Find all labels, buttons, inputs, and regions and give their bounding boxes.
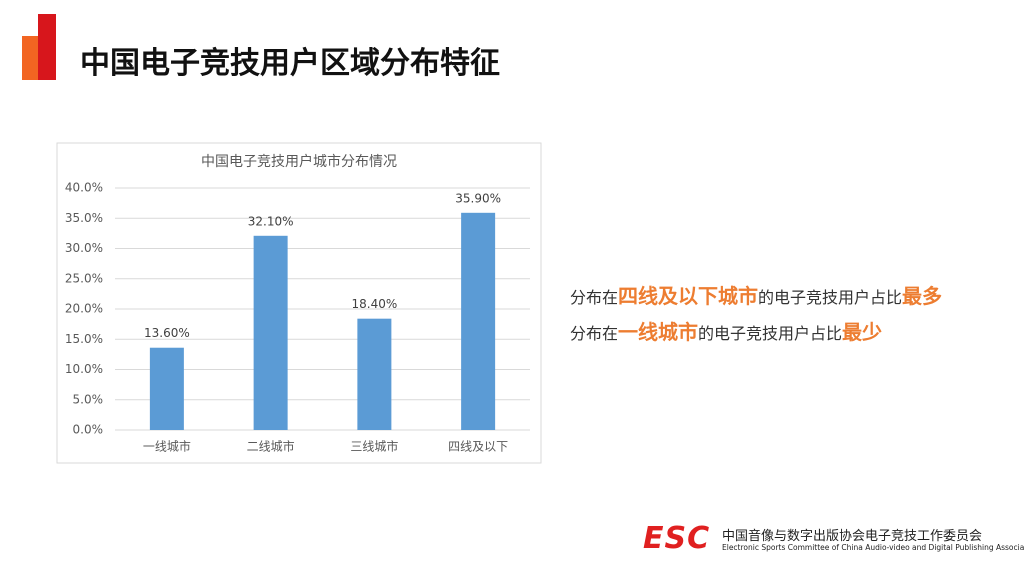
slide-title: 中国电子竞技用户区域分布特征: [80, 46, 500, 81]
value-label: 18.40%: [351, 297, 397, 311]
bar: [149, 347, 184, 430]
accent-bar: [38, 14, 56, 80]
note-text: 分布在: [570, 324, 619, 343]
org-name-en: Electronic Sports Committee of China Aud…: [722, 543, 1024, 552]
value-label: 35.90%: [455, 191, 501, 205]
x-tick-label: 一线城市: [143, 439, 191, 454]
bar: [253, 235, 288, 430]
note-highlight: 最多: [902, 284, 943, 308]
y-tick-label: 10.0%: [65, 362, 103, 376]
note-text: 分布在: [570, 288, 619, 307]
value-label: 13.60%: [144, 326, 190, 340]
note-text: 的电子竞技用户占比: [698, 324, 843, 343]
org-name: 中国音像与数字出版协会电子竞技工作委员会: [722, 529, 983, 544]
y-tick-label: 30.0%: [65, 241, 103, 255]
note-text: 的电子竞技用户占比: [758, 288, 903, 307]
y-tick-label: 25.0%: [65, 271, 103, 285]
note-highlight: 一线城市: [618, 320, 699, 344]
logo: ESC: [643, 521, 711, 556]
y-tick-label: 5.0%: [73, 392, 104, 406]
bar: [461, 212, 496, 430]
accent-bar: [22, 36, 38, 80]
y-tick-label: 40.0%: [65, 181, 103, 195]
chart-frame: [56, 142, 542, 464]
note-highlight: 四线及以下城市: [618, 284, 759, 308]
x-tick-label: 四线及以下: [448, 440, 508, 454]
note: 分布在一线城市的电子竞技用户占比最少: [570, 316, 882, 345]
y-tick-label: 0.0%: [73, 423, 104, 437]
value-label: 32.10%: [248, 214, 294, 228]
y-tick-label: 35.0%: [65, 211, 103, 225]
x-tick-label: 三线城市: [350, 439, 398, 454]
x-tick-label: 二线城市: [247, 439, 295, 454]
note-highlight: 最少: [842, 320, 883, 344]
chart-title: 中国电子竞技用户城市分布情况: [201, 153, 397, 170]
y-tick-label: 20.0%: [65, 302, 103, 316]
y-tick-label: 15.0%: [65, 332, 103, 346]
bar: [357, 318, 392, 430]
note: 分布在四线及以下城市的电子竞技用户占比最多: [570, 280, 942, 309]
